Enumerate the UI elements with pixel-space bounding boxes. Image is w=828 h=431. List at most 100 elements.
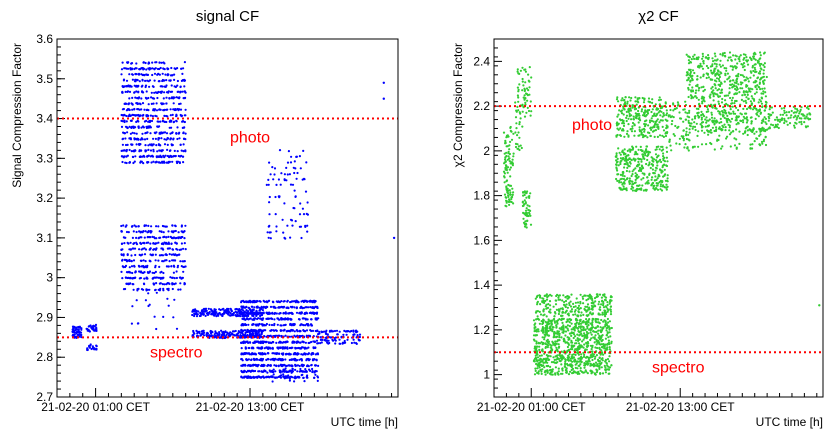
chi2-cf-point: [586, 325, 589, 328]
chi2-cf-point: [610, 364, 613, 367]
signal-cf-point: [270, 329, 273, 332]
signal-cf-point: [257, 363, 260, 367]
signal-cf-point: [338, 330, 341, 333]
signal-cf-point: [233, 334, 236, 337]
signal-cf-y-tick-label: 3.6: [36, 32, 53, 46]
chi2-cf-point: [666, 160, 669, 163]
signal-cf-point: [158, 132, 161, 135]
signal-cf-point: [221, 308, 224, 311]
signal-cf-point: [224, 336, 227, 339]
chi2-cf-point: [545, 298, 549, 301]
signal-cf-point: [162, 231, 165, 234]
signal-cf-point: [346, 338, 349, 341]
chi2-cf-point: [546, 296, 549, 299]
chi2-cf-point: [537, 330, 540, 333]
signal-cf-point: [178, 161, 181, 165]
chi2-cf-point: [517, 109, 520, 112]
chi2-cf-point: [526, 219, 529, 222]
signal-cf-point: [168, 253, 171, 256]
signal-cf-point: [241, 332, 244, 335]
chi2-cf-point: [600, 346, 604, 349]
chi2-cf-point: [534, 347, 537, 351]
signal-cf-point: [304, 224, 307, 227]
chi2-cf-point: [516, 94, 520, 97]
chi2-cf-point: [505, 168, 508, 172]
chi2-cf-point: [599, 330, 602, 333]
signal-cf-point: [265, 183, 268, 186]
chi2-cf-point: [587, 298, 590, 301]
signal-cf-point: [216, 333, 219, 336]
chi2-cf-point: [540, 372, 543, 375]
signal-cf-point: [137, 113, 140, 117]
signal-cf-point: [304, 368, 307, 371]
signal-cf-point: [245, 340, 248, 343]
signal-cf-point: [246, 312, 249, 315]
signal-cf-point: [161, 160, 164, 163]
signal-cf-point: [168, 282, 171, 285]
signal-cf-point: [175, 96, 178, 99]
signal-cf-point: [277, 364, 280, 367]
signal-cf-point: [153, 315, 156, 318]
signal-cf-point: [261, 330, 264, 333]
signal-cf-point: [295, 299, 298, 302]
chi2-cf-point: [608, 331, 611, 334]
signal-cf-point: [208, 310, 211, 314]
signal-cf-point: [155, 242, 158, 245]
signal-cf-point: [130, 62, 133, 65]
chi2-cf-point: [635, 173, 639, 176]
signal-cf-point: [272, 301, 275, 304]
signal-cf-point: [242, 317, 245, 320]
signal-cf-point: [156, 67, 160, 71]
signal-cf-point: [302, 177, 306, 180]
chi2-cf-point: [618, 179, 621, 182]
signal-cf-point: [150, 161, 153, 164]
signal-cf-point: [157, 80, 160, 83]
signal-cf-point: [170, 66, 173, 70]
signal-cf-point: [155, 144, 158, 147]
chi2-cf-point: [555, 326, 558, 329]
chi2-cf-point: [502, 131, 506, 134]
chi2-cf-point: [512, 155, 515, 158]
chi2-cf-point: [596, 325, 599, 328]
chi2-cf-point: [604, 337, 608, 340]
chi2-cf-point: [550, 373, 553, 376]
signal-cf-point: [281, 370, 284, 373]
signal-cf-point: [251, 346, 254, 349]
signal-cf-point: [281, 353, 284, 356]
signal-cf-point: [247, 310, 250, 313]
signal-cf-point: [124, 90, 127, 93]
chi2-cf-point: [580, 311, 583, 314]
signal-cf-point: [179, 91, 182, 94]
chi2-cf-point: [505, 145, 508, 148]
chi2-cf-point: [547, 318, 550, 321]
chi2-cf-point: [638, 187, 641, 191]
chi2-cf-point: [557, 339, 560, 342]
chi2-cf-point: [580, 332, 583, 335]
signal-cf-point: [314, 346, 317, 349]
chi2-cf-point: [519, 69, 523, 72]
signal-cf-point: [131, 78, 134, 81]
chi2-cf-point: [579, 363, 582, 366]
chi2-cf-point: [576, 347, 579, 350]
chi2-cf-point: [512, 132, 515, 135]
chi2-cf-point: [626, 166, 629, 169]
chi2-cf-point: [554, 344, 557, 347]
signal-cf-point: [355, 342, 358, 345]
signal-cf-point: [152, 150, 155, 153]
signal-cf-point: [136, 119, 139, 122]
signal-cf-point: [204, 314, 207, 317]
chi2-cf-point: [615, 163, 618, 166]
chi2-cf-point: [518, 72, 521, 75]
signal-cf-point: [150, 102, 153, 105]
signal-cf-point: [174, 225, 177, 228]
signal-cf-point: [166, 137, 170, 140]
chi2-cf-point: [594, 373, 597, 376]
signal-cf-point: [196, 313, 199, 316]
chi2-cf-point: [547, 334, 550, 337]
signal-cf-point: [156, 125, 159, 128]
signal-cf-point: [293, 189, 296, 192]
signal-cf-point: [133, 150, 136, 153]
chi2-cf-point: [590, 301, 593, 305]
signal-cf-point: [95, 345, 98, 348]
signal-cf-point: [298, 330, 301, 333]
